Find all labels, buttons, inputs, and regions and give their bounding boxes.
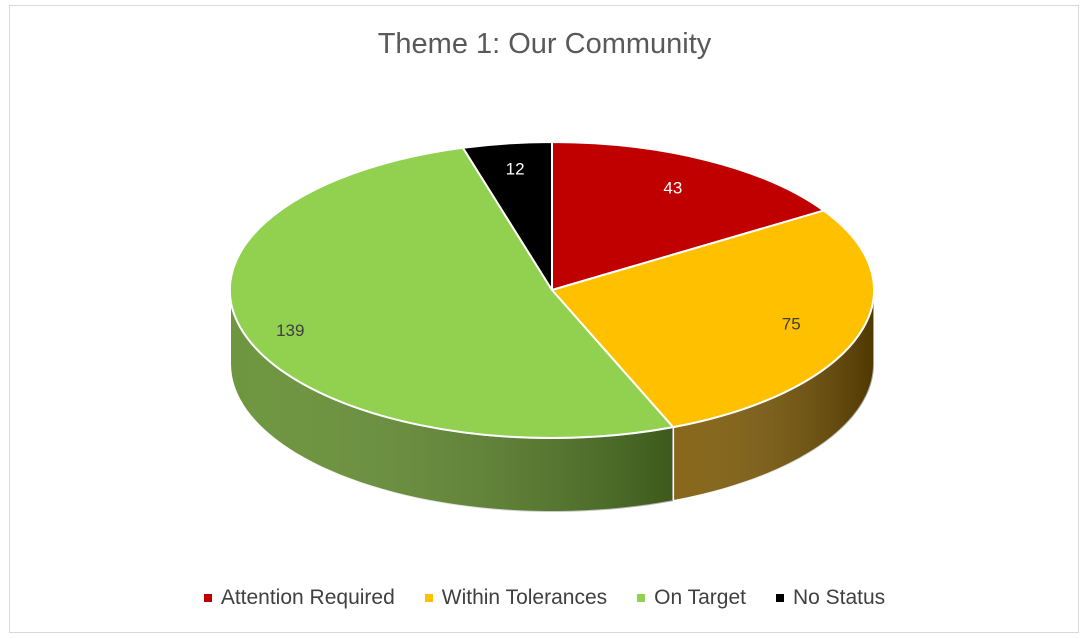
pie-slice-within-tolerances	[551, 209, 875, 429]
legend-label: No Status	[792, 586, 886, 609]
pie-slice-on-target	[228, 146, 675, 440]
pie-slice-no-status	[461, 141, 553, 291]
legend-swatch-green	[637, 594, 646, 602]
legend: Attention Required Within Tolerances On …	[0, 586, 1089, 610]
legend-item-within-tolerances: Within Tolerances	[424, 586, 608, 610]
pie-side-shade-within-tolerances	[673, 290, 874, 502]
legend-label: Within Tolerances	[441, 586, 608, 609]
data-label-no-status: 12	[506, 159, 525, 178]
legend-item-attention-required: Attention Required	[203, 586, 395, 610]
legend-swatch-yellow	[424, 594, 433, 602]
legend-item-on-target: On Target	[637, 586, 746, 610]
pie-side-shade-on-target	[230, 290, 674, 512]
legend-label: On Target	[654, 586, 746, 609]
chart-title: Theme 1: Our Community	[377, 28, 712, 60]
legend-label: Attention Required	[220, 586, 395, 609]
pie-slice-attention-required	[551, 141, 825, 291]
data-label-attention-required: 43	[663, 178, 682, 197]
data-label-within-tolerances: 75	[782, 315, 801, 334]
data-label-on-target: 139	[276, 321, 304, 340]
legend-swatch-black	[775, 594, 784, 602]
legend-swatch-red	[203, 594, 212, 602]
legend-item-no-status: No Status	[775, 586, 886, 610]
